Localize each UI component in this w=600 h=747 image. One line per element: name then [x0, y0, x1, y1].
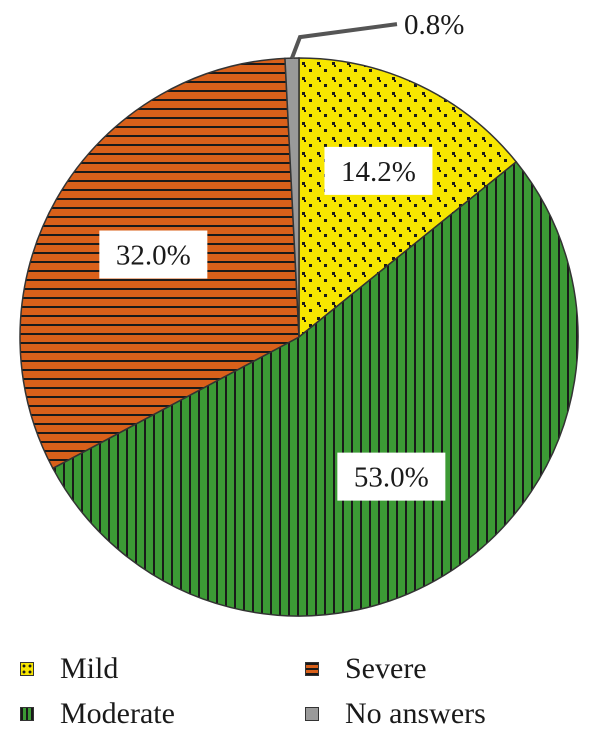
- data-label-box-severe: [99, 230, 208, 279]
- pie-slice-moderate: [51, 160, 579, 617]
- data-label-text-mild: 14.2%: [341, 156, 416, 188]
- data-label-no-answers: 0.8%: [290, 9, 464, 59]
- legend-label-moderate: Moderate: [60, 697, 175, 730]
- data-label-severe: 32.0%: [99, 230, 208, 279]
- legend-swatch-no-answers: [305, 707, 319, 721]
- legend-item-moderate: Moderate: [20, 697, 175, 731]
- legend-label-no-answers: No answers: [345, 697, 486, 730]
- legend-item-mild: Mild: [20, 652, 118, 686]
- data-label-box-mild: [324, 146, 433, 195]
- legend-swatch-severe: [305, 662, 319, 676]
- data-label-text-severe: 32.0%: [116, 240, 191, 272]
- legend-swatch-moderate: [20, 707, 34, 721]
- legend-item-no-answers: No answers: [305, 697, 486, 731]
- leader-line-no-answers: [290, 22, 398, 59]
- legend-item-severe: Severe: [305, 652, 427, 686]
- legend-label-severe: Severe: [345, 652, 427, 685]
- data-label-text-moderate: 53.0%: [354, 462, 429, 494]
- data-label-text-no-answers: 0.8%: [404, 9, 464, 41]
- data-label-moderate: 53.0%: [337, 452, 446, 501]
- data-label-box-moderate: [337, 452, 446, 501]
- pie-slice-mild: [298, 57, 518, 339]
- legend-label-mild: Mild: [60, 652, 119, 685]
- data-label-mild: 14.2%: [324, 146, 433, 195]
- legend-swatch-mild: [20, 662, 34, 676]
